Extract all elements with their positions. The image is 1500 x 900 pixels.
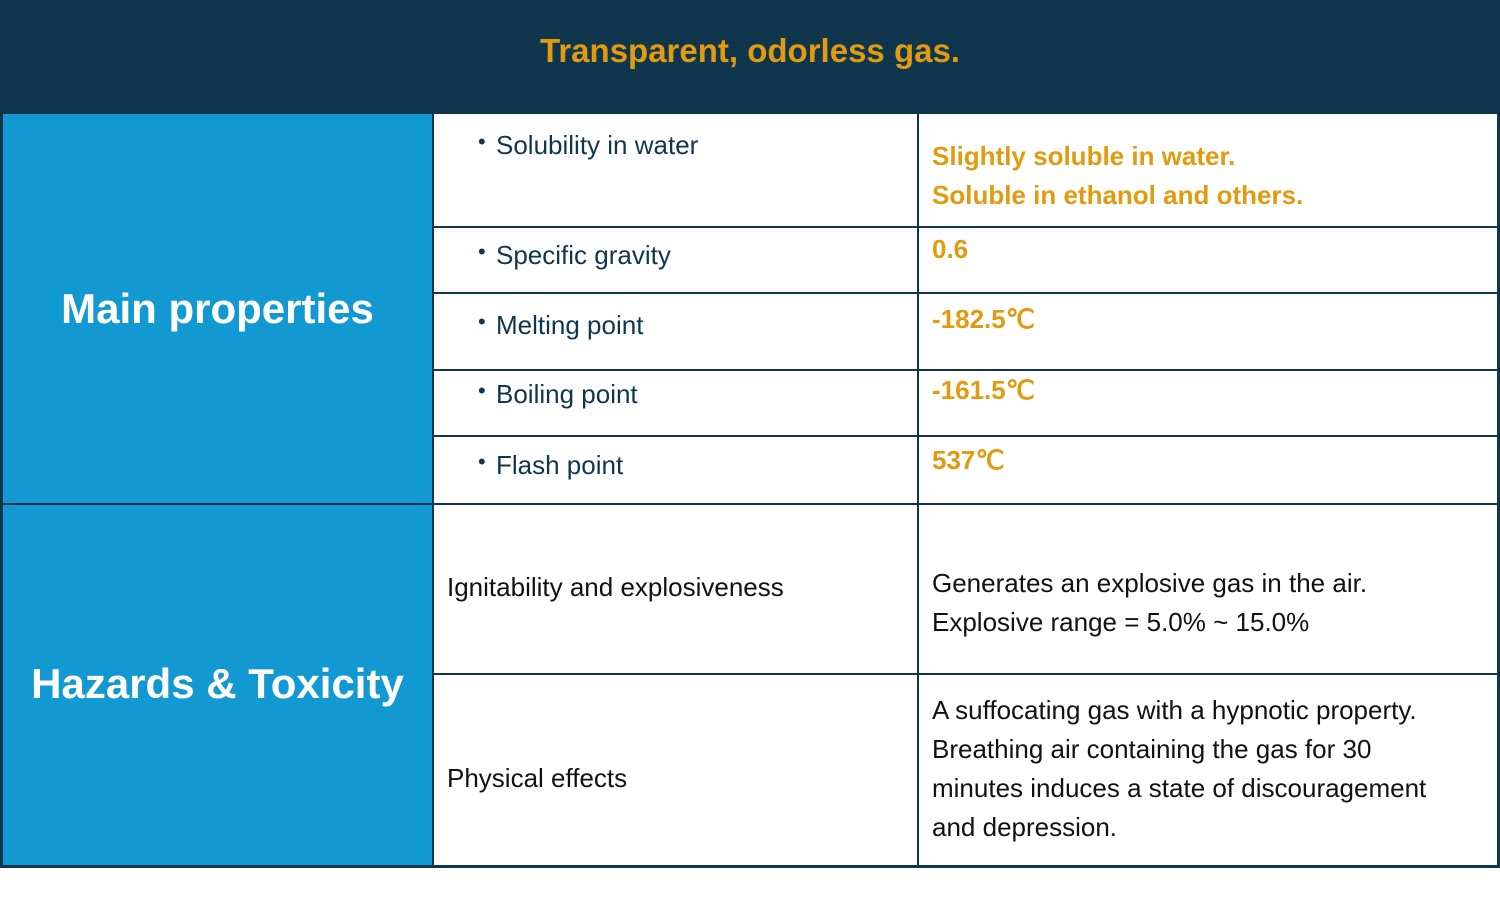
property-cell: • Solubility in water <box>432 112 917 226</box>
value-text: -182.5℃ <box>932 304 1035 334</box>
hazards-label: Hazards & Toxicity <box>31 660 404 707</box>
hazard-value-cell: A suffocating gas with a hypnotic proper… <box>917 673 1500 868</box>
hazard-value-text: and depression. <box>932 812 1118 842</box>
value-text: 537℃ <box>932 445 1005 475</box>
property-cell: • Melting point <box>432 292 917 369</box>
property-label: Specific gravity <box>496 240 671 270</box>
property-label: Flash point <box>496 450 624 480</box>
value-text: Slightly soluble in water. <box>932 141 1236 171</box>
hazard-value-text: minutes induces a state of discouragemen… <box>932 773 1427 803</box>
hazard-value-text: Explosive range = 5.0% ~ 15.0% <box>932 607 1310 637</box>
value-text: Soluble in ethanol and others. <box>932 180 1304 210</box>
property-label: Solubility in water <box>496 130 699 160</box>
main-properties-label: Main properties <box>61 284 374 332</box>
hazard-value-text: Breathing air containing the gas for 30 <box>932 734 1372 764</box>
hazard-property-label: Physical effects <box>447 762 628 793</box>
hazard-property-cell: Physical effects <box>432 673 917 868</box>
value-cell: Slightly soluble in water. Soluble in et… <box>917 112 1500 226</box>
value-cell: 537℃ <box>917 435 1500 503</box>
property-label: Boiling point <box>496 379 638 409</box>
value-text: 0.6 <box>932 234 969 264</box>
bullet-icon: • <box>478 239 486 264</box>
header-banner: Transparent, odorless gas. <box>0 0 1500 112</box>
hazard-value-cell: Generates an explosive gas in the air. E… <box>917 503 1500 673</box>
property-label: Melting point <box>496 310 644 340</box>
page-title: Transparent, odorless gas. <box>540 32 960 69</box>
bullet-icon: • <box>478 378 486 403</box>
section-label-main-properties: Main properties <box>0 112 432 503</box>
property-cell: • Flash point <box>432 435 917 503</box>
hazard-value-text: Generates an explosive gas in the air. <box>932 568 1368 598</box>
value-cell: -182.5℃ <box>917 292 1500 369</box>
bullet-icon: • <box>478 309 486 334</box>
bullet-icon: • <box>478 129 486 154</box>
hazard-value-text: A suffocating gas with a hypnotic proper… <box>932 695 1417 725</box>
bullet-icon: • <box>478 449 486 474</box>
hazard-property-label: Ignitability and explosiveness <box>447 571 784 602</box>
section-label-hazards: Hazards & Toxicity <box>0 503 432 868</box>
hazard-property-cell: Ignitability and explosiveness <box>432 503 917 673</box>
value-text: -161.5℃ <box>932 375 1035 405</box>
value-cell: 0.6 <box>917 226 1500 292</box>
property-cell: • Specific gravity <box>432 226 917 292</box>
value-cell: -161.5℃ <box>917 369 1500 435</box>
property-cell: • Boiling point <box>432 369 917 435</box>
